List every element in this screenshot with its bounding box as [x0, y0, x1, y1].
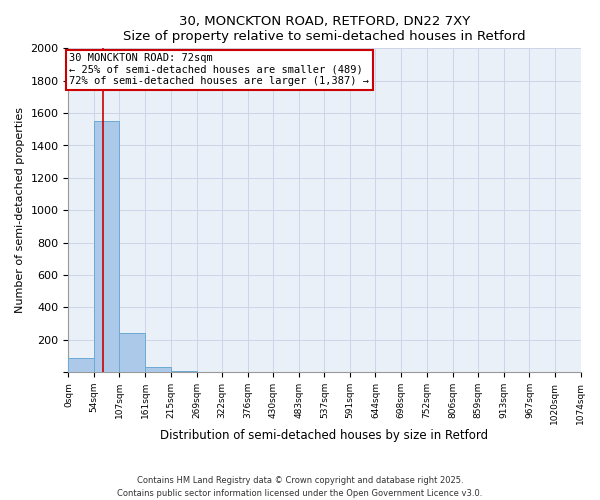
- Bar: [94, 121, 119, 372]
- Text: Contains HM Land Registry data © Crown copyright and database right 2025.
Contai: Contains HM Land Registry data © Crown c…: [118, 476, 482, 498]
- Y-axis label: Number of semi-detached properties: Number of semi-detached properties: [15, 108, 25, 314]
- X-axis label: Distribution of semi-detached houses by size in Retford: Distribution of semi-detached houses by …: [160, 430, 488, 442]
- Bar: [68, 358, 94, 372]
- Title: 30, MONCKTON ROAD, RETFORD, DN22 7XY
Size of property relative to semi-detached : 30, MONCKTON ROAD, RETFORD, DN22 7XY Siz…: [123, 15, 526, 43]
- Text: 30 MONCKTON ROAD: 72sqm
← 25% of semi-detached houses are smaller (489)
72% of s: 30 MONCKTON ROAD: 72sqm ← 25% of semi-de…: [70, 53, 370, 86]
- Bar: [145, 366, 171, 372]
- Bar: [119, 334, 145, 372]
